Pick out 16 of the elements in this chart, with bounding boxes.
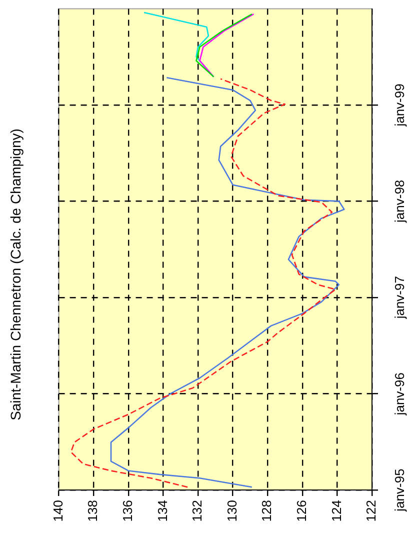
x-tick-label: 132 (190, 500, 205, 522)
x-tick-label: 136 (120, 500, 135, 522)
x-tick-label: 128 (259, 500, 274, 522)
x-tick-label: 122 (364, 500, 379, 522)
y-tick-label: janv-99 (392, 84, 407, 128)
x-tick-label: 140 (50, 500, 66, 522)
x-tick-label: 124 (328, 500, 344, 522)
y-tick-label: janv-96 (392, 372, 407, 416)
x-tick-label: 126 (294, 500, 309, 522)
text: Saint-Martin Chennetron (Calc. de Champigny) (7, 128, 24, 420)
y-tick-label: janv-95 (392, 468, 407, 512)
x-tick-label: 138 (85, 500, 100, 522)
y-tick-label: janv-97 (392, 276, 407, 320)
x-tick-label: 130 (224, 500, 240, 522)
y-tick-label: janv-98 (392, 180, 407, 224)
x-tick-label: 134 (154, 500, 170, 522)
